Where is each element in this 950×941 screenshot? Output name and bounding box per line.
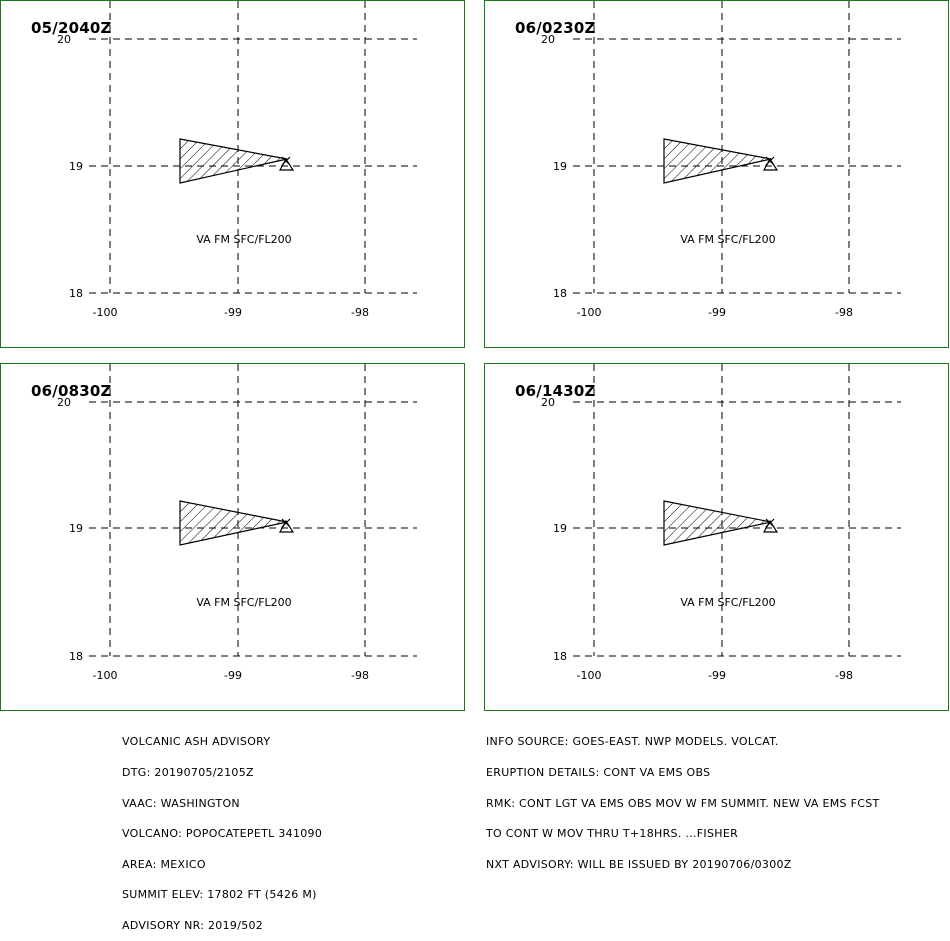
ash-level-label: VA FM SFC/FL200 — [680, 596, 775, 609]
forecast-panel-4: 20 19 18 -100 -99 -98 VA FM SFC/FL200 06… — [484, 363, 949, 711]
valid-time: 06/0230Z — [515, 19, 596, 37]
lon-label-98: -98 — [351, 306, 369, 319]
ash-level-label: VA FM SFC/FL200 — [196, 596, 291, 609]
ash-level-label: VA FM SFC/FL200 — [196, 233, 291, 246]
panel-map: 20 19 18 -100 -99 -98 VA FM SFC/FL200 — [541, 364, 901, 682]
panel-map: 20 19 18 -100 -99 -98 VA FM SFC/FL200 — [541, 1, 901, 319]
grid-lines — [89, 364, 417, 657]
grid-lines — [89, 1, 417, 294]
lat-label-19: 19 — [553, 160, 567, 173]
ash-cloud-polygon — [179, 138, 288, 184]
advisory-line: TO CONT W MOV THRU T+18HRS. ...FISHER — [486, 827, 739, 841]
ash-cloud-polygon — [663, 138, 772, 184]
lon-label-99: -99 — [708, 306, 726, 319]
grid-lines — [573, 364, 901, 657]
lat-label-19: 19 — [69, 160, 83, 173]
panel-map: 20 19 18 -100 -99 -98 VA FM SFC/FL200 — [57, 1, 417, 319]
lat-label-20: 20 — [57, 396, 71, 409]
advisory-line: DTG: 20190705/2105Z — [122, 766, 254, 780]
lon-label-99: -99 — [224, 306, 242, 319]
advisory-line: INFO SOURCE: GOES-EAST. NWP MODELS. VOLC… — [486, 735, 779, 749]
ash-cloud-polygon — [179, 500, 288, 546]
volcano-triangle-icon — [762, 156, 779, 171]
volcano-triangle-icon — [278, 156, 295, 171]
forecast-panel-2: 20 19 18 -100 -99 -98 VA FM SFC/FL200 06… — [484, 0, 949, 348]
lat-label-20: 20 — [541, 33, 555, 46]
advisory-line: ADVISORY NR: 2019/502 — [122, 919, 264, 933]
valid-time: 06/1430Z — [515, 382, 596, 400]
lat-label-20: 20 — [57, 33, 71, 46]
lon-label-98: -98 — [351, 669, 369, 682]
lat-label-18: 18 — [69, 287, 83, 300]
lat-label-19: 19 — [69, 522, 83, 535]
lat-label-18: 18 — [69, 650, 83, 663]
panel-map: 20 19 18 -100 -99 -98 VA FM SFC/FL200 — [57, 364, 417, 682]
lat-label-20: 20 — [541, 396, 555, 409]
volcano-triangle-icon — [278, 518, 295, 533]
forecast-panel-1: 20 19 18 -100 -99 -98 VA FM SFC/FL200 05… — [0, 0, 465, 348]
grid-lines — [573, 1, 901, 294]
lon-label-100: -100 — [577, 306, 602, 319]
advisory-line: VAAC: WASHINGTON — [122, 796, 240, 810]
lat-label-18: 18 — [553, 650, 567, 663]
volcano-triangle-icon — [762, 518, 779, 533]
advisory-line: RMK: CONT LGT VA EMS OBS MOV W FM SUMMIT… — [486, 796, 880, 810]
advisory-header-block: VOLCANIC ASH ADVISORY DTG: 20190705/2105… — [122, 717, 322, 941]
advisory-line: NXT ADVISORY: WILL BE ISSUED BY 20190706… — [486, 857, 792, 871]
forecast-panel-3: 20 19 18 -100 -99 -98 VA FM SFC/FL200 06… — [0, 363, 465, 711]
lon-label-99: -99 — [708, 669, 726, 682]
lon-label-98: -98 — [835, 306, 853, 319]
lat-label-18: 18 — [553, 287, 567, 300]
advisory-details-block: INFO SOURCE: GOES-EAST. NWP MODELS. VOLC… — [486, 717, 880, 880]
advisory-line: VOLCANO: POPOCATEPETL 341090 — [122, 827, 323, 841]
valid-time: 06/0830Z — [31, 382, 112, 400]
advisory-line: ERUPTION DETAILS: CONT VA EMS OBS — [486, 766, 711, 780]
ash-cloud-polygon — [663, 500, 772, 546]
advisory-line: SUMMIT ELEV: 17802 FT (5426 M) — [122, 888, 317, 902]
lon-label-98: -98 — [835, 669, 853, 682]
ash-level-label: VA FM SFC/FL200 — [680, 233, 775, 246]
advisory-line: VOLCANIC ASH ADVISORY — [122, 735, 271, 749]
lon-label-100: -100 — [577, 669, 602, 682]
lon-label-100: -100 — [93, 669, 118, 682]
lat-label-19: 19 — [553, 522, 567, 535]
lon-label-100: -100 — [93, 306, 118, 319]
lon-label-99: -99 — [224, 669, 242, 682]
valid-time: 05/2040Z — [31, 19, 112, 37]
advisory-line: AREA: MEXICO — [122, 857, 206, 871]
